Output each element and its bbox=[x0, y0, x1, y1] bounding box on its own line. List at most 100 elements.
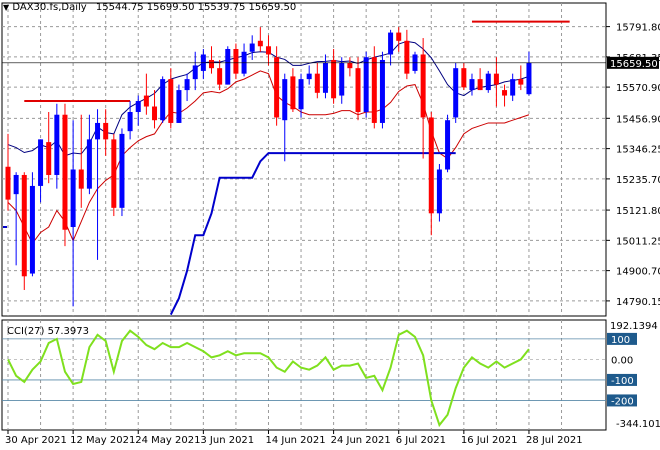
date-tick-label: 24 Jun 2021 bbox=[331, 435, 391, 446]
cci-label: CCI(27) 57.3973 bbox=[7, 326, 89, 337]
candle-bullish bbox=[184, 79, 190, 91]
candle-bearish bbox=[209, 59, 214, 69]
date-tick-label: 12 May 2021 bbox=[70, 435, 135, 446]
trailing-stop-line bbox=[169, 152, 456, 316]
cci-level-label: -100 bbox=[611, 376, 634, 387]
cci-max-label: 192.1394 bbox=[610, 321, 658, 332]
candle-bearish bbox=[420, 54, 426, 118]
cci-level-tag bbox=[607, 394, 637, 407]
chart-header: ▼ DAX30.fs,Daily 15544.75 15699.50 15539… bbox=[3, 2, 296, 13]
candle-bearish bbox=[493, 73, 499, 85]
candle-bearish bbox=[103, 122, 109, 140]
cci-level-label: -200 bbox=[611, 396, 634, 407]
candle-bearish bbox=[274, 57, 280, 118]
candle-bearish bbox=[78, 169, 84, 189]
candle-bullish bbox=[86, 139, 92, 189]
candle-bullish bbox=[119, 133, 125, 208]
date-tick-label: 16 Jul 2021 bbox=[461, 435, 518, 446]
candle-bearish bbox=[518, 79, 524, 85]
candle-bullish bbox=[388, 32, 394, 55]
candle-bullish bbox=[70, 169, 76, 228]
candle-bullish bbox=[306, 73, 312, 80]
candle-bullish bbox=[282, 79, 288, 121]
candle-bearish bbox=[257, 40, 263, 47]
candle-bullish bbox=[526, 62, 532, 95]
cci-level-label: 100 bbox=[611, 335, 630, 346]
price-tick-label: 15791.80 bbox=[616, 23, 660, 34]
date-tick-label: 24 May 2021 bbox=[135, 435, 200, 446]
date-tick-label: 14 Jun 2021 bbox=[265, 435, 325, 446]
candle-bearish bbox=[233, 49, 239, 74]
date-tick-label: 6 Jul 2021 bbox=[396, 435, 446, 446]
date-tick-label: 30 Apr 2021 bbox=[5, 435, 67, 446]
candle-bullish bbox=[485, 73, 491, 91]
candle-bullish bbox=[339, 62, 345, 96]
candle-bullish bbox=[445, 120, 451, 170]
candle-bearish bbox=[290, 76, 296, 110]
candle-bullish bbox=[160, 79, 166, 121]
price-tick-label: 15570.90 bbox=[616, 83, 660, 94]
price-tick-label: 14900.70 bbox=[616, 267, 660, 278]
candle-bearish bbox=[355, 68, 361, 112]
candle-bullish bbox=[127, 111, 133, 132]
candle-bullish bbox=[29, 185, 35, 274]
date-tick-label: 3 Jun 2021 bbox=[200, 435, 254, 446]
price-tick-label: 14790.15 bbox=[616, 297, 660, 308]
cci-pane-frame bbox=[1, 319, 607, 431]
date-tick-label: 28 Jul 2021 bbox=[526, 435, 583, 446]
candle-bearish bbox=[347, 62, 353, 69]
candle-bearish bbox=[217, 68, 223, 85]
candle-bullish bbox=[298, 79, 304, 110]
candle-bearish bbox=[168, 79, 174, 123]
candle-bearish bbox=[371, 57, 377, 123]
ohlc-values: 15544.75 15699.50 15539.75 15659.50 bbox=[95, 2, 297, 13]
candle-bearish bbox=[265, 46, 271, 55]
candle-bearish bbox=[152, 106, 158, 121]
candle-bullish bbox=[38, 139, 44, 186]
candle-bullish bbox=[176, 90, 182, 123]
price-tick-label: 15235.70 bbox=[616, 175, 660, 186]
candle-bullish bbox=[192, 65, 198, 80]
cci-level-label: 0.00 bbox=[611, 355, 633, 366]
candle-bearish bbox=[314, 73, 320, 93]
cci-level-tag bbox=[607, 373, 637, 386]
candle-bearish bbox=[502, 90, 508, 96]
candle-bearish bbox=[461, 68, 467, 88]
candle-bullish bbox=[469, 79, 475, 91]
candle-bearish bbox=[428, 117, 434, 214]
candle-bullish bbox=[510, 79, 516, 96]
header-triangle-icon: ▼ bbox=[3, 3, 10, 12]
candle-bullish bbox=[322, 62, 328, 93]
price-tick-label: 15011.25 bbox=[616, 236, 660, 247]
cci-min-label: -344.1015 bbox=[616, 419, 660, 430]
price-pane-frame bbox=[1, 2, 607, 317]
candle-bullish bbox=[363, 57, 369, 112]
candle-bullish bbox=[249, 43, 255, 52]
candle-bullish bbox=[225, 49, 231, 85]
candle-bullish bbox=[13, 174, 19, 195]
price-tick-label: 15121.80 bbox=[616, 206, 660, 217]
candle-bearish bbox=[46, 142, 52, 175]
candle-bullish bbox=[95, 122, 101, 140]
cci-line bbox=[7, 329, 530, 428]
symbol-label: DAX30.fs,Daily bbox=[12, 2, 87, 13]
candle-bearish bbox=[62, 114, 68, 230]
price-tick-label: 15456.90 bbox=[616, 114, 660, 125]
price-tick-label: 15346.25 bbox=[616, 145, 660, 156]
candle-bearish bbox=[21, 174, 27, 277]
candle-bullish bbox=[135, 101, 141, 112]
candle-bullish bbox=[436, 169, 442, 214]
moving-average-red-line bbox=[7, 70, 530, 245]
candle-bearish bbox=[5, 166, 11, 200]
candle-bearish bbox=[331, 59, 337, 99]
current-price-label: 15659.50 bbox=[610, 59, 658, 70]
candle-bullish bbox=[379, 59, 385, 123]
current-price-tag bbox=[607, 56, 659, 69]
cci-level-tag bbox=[607, 332, 637, 345]
candle-bearish bbox=[477, 79, 483, 91]
candle-bearish bbox=[396, 32, 402, 41]
candle-bearish bbox=[111, 139, 117, 208]
candle-bullish bbox=[54, 114, 60, 175]
candle-bullish bbox=[453, 68, 459, 118]
